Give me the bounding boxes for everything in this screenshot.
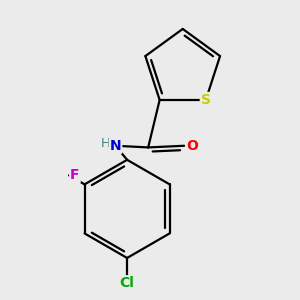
Text: H: H — [101, 137, 110, 150]
Text: F: F — [70, 168, 80, 182]
Text: S: S — [201, 93, 211, 107]
Text: O: O — [186, 139, 198, 153]
Text: N: N — [110, 139, 121, 153]
Text: Cl: Cl — [120, 276, 134, 290]
